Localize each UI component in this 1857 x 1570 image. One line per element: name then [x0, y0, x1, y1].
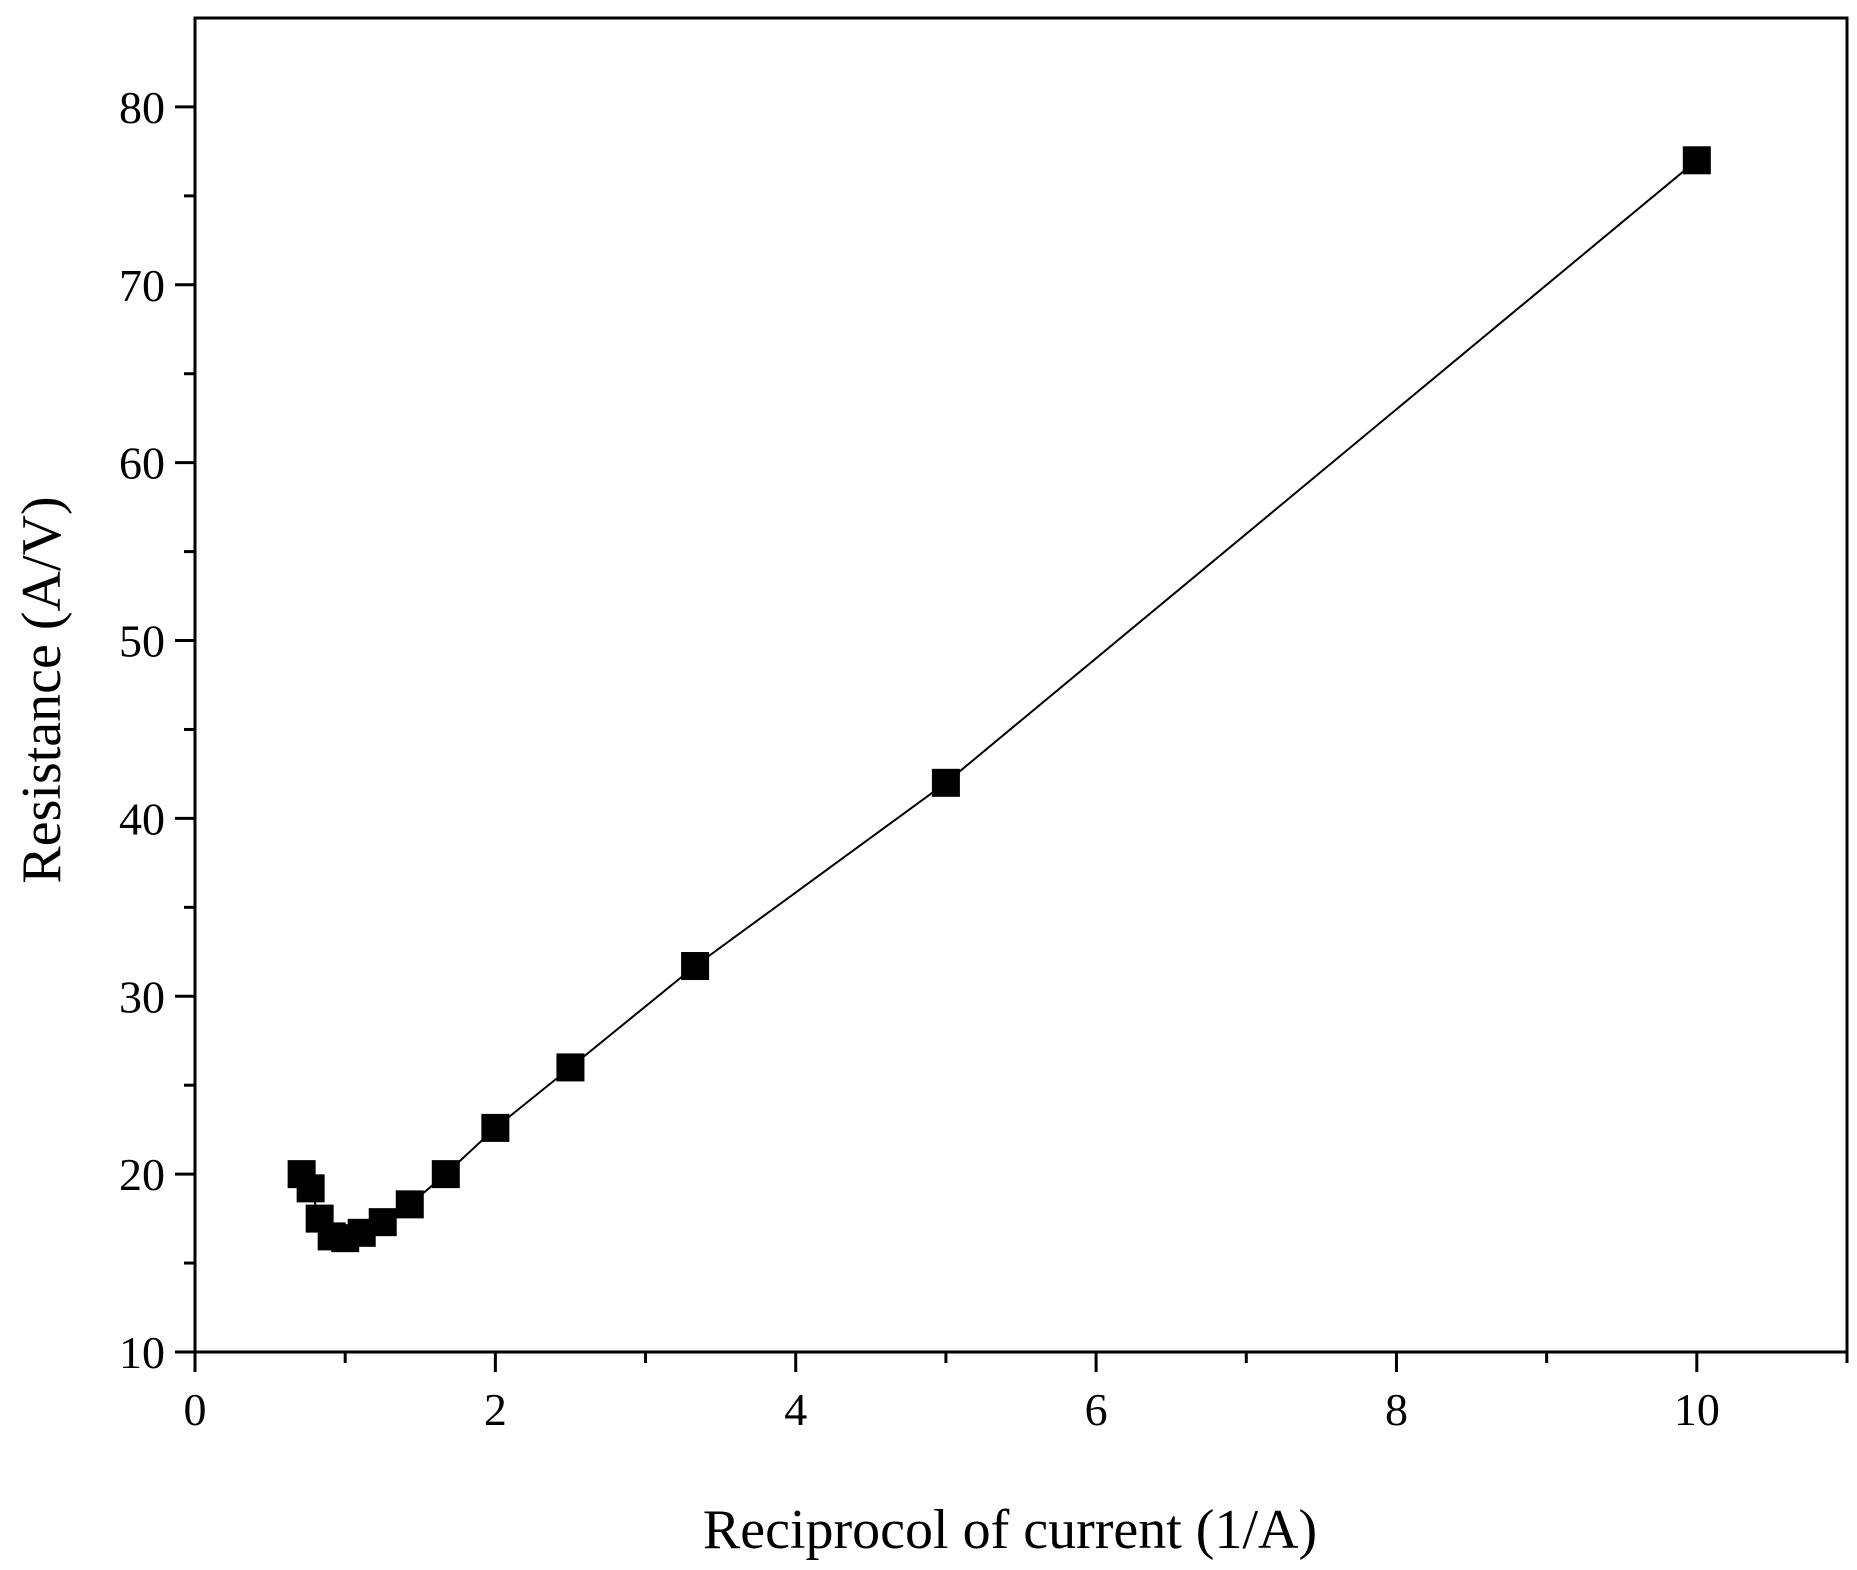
- y-axis-title: Resistance (A/V): [11, 496, 73, 883]
- x-tick-label: 4: [784, 1384, 807, 1435]
- x-tick-label: 2: [484, 1384, 507, 1435]
- plot-frame: [193, 16, 1849, 1354]
- y-tick-label: 60: [119, 438, 165, 489]
- data-point-marker: [931, 768, 960, 797]
- y-axis: 10 20 30 40 50 60 70 80: [119, 82, 195, 1378]
- y-tick-label: 10: [119, 1327, 165, 1378]
- data-point-marker: [481, 1113, 510, 1142]
- x-tick-label: 6: [1085, 1384, 1108, 1435]
- data-point-marker: [1682, 146, 1711, 175]
- x-axis-title: Reciprocol of current (1/A): [703, 1499, 1317, 1561]
- x-tick-label: 10: [1674, 1384, 1720, 1435]
- data-point-marker: [395, 1190, 424, 1219]
- x-tick-label: 8: [1385, 1384, 1408, 1435]
- y-tick-label: 40: [119, 793, 165, 844]
- y-tick-label: 70: [119, 260, 165, 311]
- x-axis: 0 2 4 6 8 10: [184, 1352, 1849, 1435]
- y-tick-label: 20: [119, 1149, 165, 1200]
- data-point-marker: [368, 1208, 397, 1237]
- series-line: [300, 159, 1698, 1240]
- y-tick-label: 50: [119, 616, 165, 667]
- data-point-marker: [296, 1174, 325, 1203]
- y-tick-label: 30: [119, 971, 165, 1022]
- data-point-marker: [556, 1053, 585, 1082]
- data-point-marker: [431, 1160, 460, 1189]
- x-tick-label: 0: [184, 1384, 207, 1435]
- y-tick-label: 80: [119, 82, 165, 133]
- data-point-marker: [681, 952, 710, 981]
- plot-area: [193, 16, 1849, 1354]
